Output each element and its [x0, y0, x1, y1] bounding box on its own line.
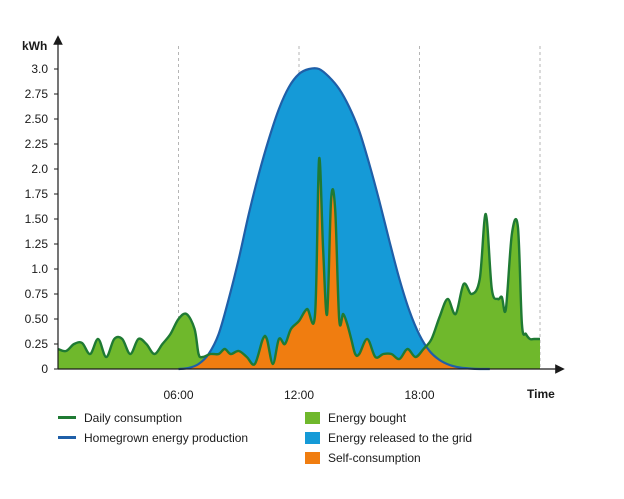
legend-self-consumption: Self-consumption [305, 449, 421, 467]
y-tick-label: 0.75 [25, 287, 49, 301]
y-axis-label: kWh [22, 39, 47, 53]
y-tick-label: 0 [41, 362, 48, 376]
x-tick-label: 06:00 [163, 388, 193, 402]
production-line [178, 67, 490, 371]
consumption-line [57, 156, 540, 366]
legend-homegrown-production: Homegrown energy production [58, 429, 248, 447]
legend-label: Homegrown energy production [84, 431, 249, 445]
y-tick-label: 3.0 [31, 62, 48, 76]
y-tick-label: 2.0 [31, 162, 48, 176]
y-tick-label: 1.0 [31, 262, 48, 276]
homegrown-production-swatch [58, 436, 76, 440]
y-tick-label: 2.50 [25, 112, 49, 126]
x-tick-label: 12:00 [284, 388, 314, 402]
y-tick-label: 0.50 [25, 312, 49, 326]
legend-daily-consumption: Daily consumption [58, 409, 182, 427]
legend-label: Energy released to the grid [328, 431, 473, 445]
axes [53, 35, 565, 374]
tick-labels: 0 0.25 0.50 0.75 1.0 1.25 1.50 1.75 2.0 2.25 2.50 2… [25, 62, 435, 402]
y-tick-label: 1.75 [25, 187, 49, 201]
y-tick-label: 1.50 [25, 212, 49, 226]
energy-released-swatch [305, 431, 320, 444]
legend-label: Self-consumption [328, 451, 421, 465]
x-tick-label: 18:00 [404, 388, 434, 402]
y-tick-label: 0.25 [25, 337, 49, 351]
x-axis-label: Time [527, 387, 555, 401]
y-tick-label: 2.75 [25, 87, 49, 101]
y-tick-label: 1.25 [25, 237, 49, 251]
legend-label: Energy bought [328, 411, 407, 425]
energy-bought-swatch [305, 411, 320, 424]
self-consumption-swatch [305, 451, 320, 464]
y-tick-label: 2.25 [25, 137, 49, 151]
daily-consumption-swatch [58, 416, 76, 420]
legend-energy-released: Energy released to the grid [305, 429, 472, 447]
legend-label: Daily consumption [84, 411, 183, 425]
legend-energy-bought: Energy bought [305, 409, 406, 427]
self-consumption-area [178, 158, 490, 369]
